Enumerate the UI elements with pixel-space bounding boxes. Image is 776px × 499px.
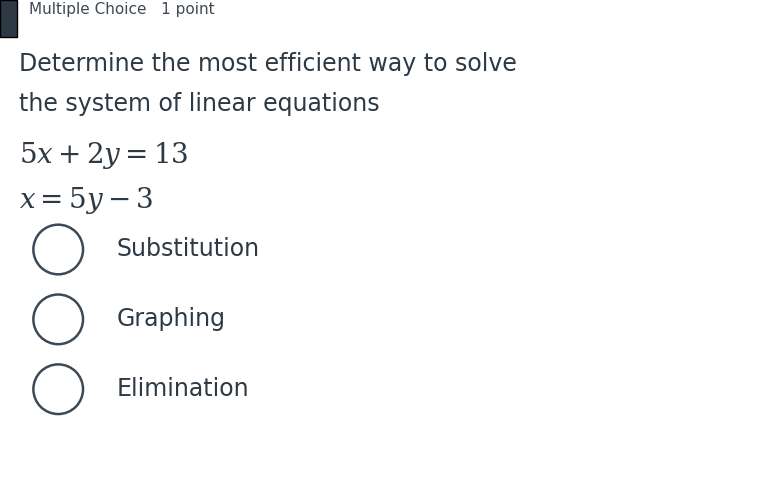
Text: Elimination: Elimination — [116, 377, 249, 401]
Text: $x = 5y - 3$: $x = 5y - 3$ — [19, 185, 154, 216]
Text: Multiple Choice   1 point: Multiple Choice 1 point — [29, 2, 215, 17]
Text: Graphing: Graphing — [116, 307, 225, 331]
FancyBboxPatch shape — [0, 0, 17, 37]
Text: $5x + 2y = 13$: $5x + 2y = 13$ — [19, 140, 189, 171]
Text: Substitution: Substitution — [116, 238, 259, 261]
Text: Determine the most efficient way to solve: Determine the most efficient way to solv… — [19, 52, 518, 76]
Text: the system of linear equations: the system of linear equations — [19, 92, 380, 116]
